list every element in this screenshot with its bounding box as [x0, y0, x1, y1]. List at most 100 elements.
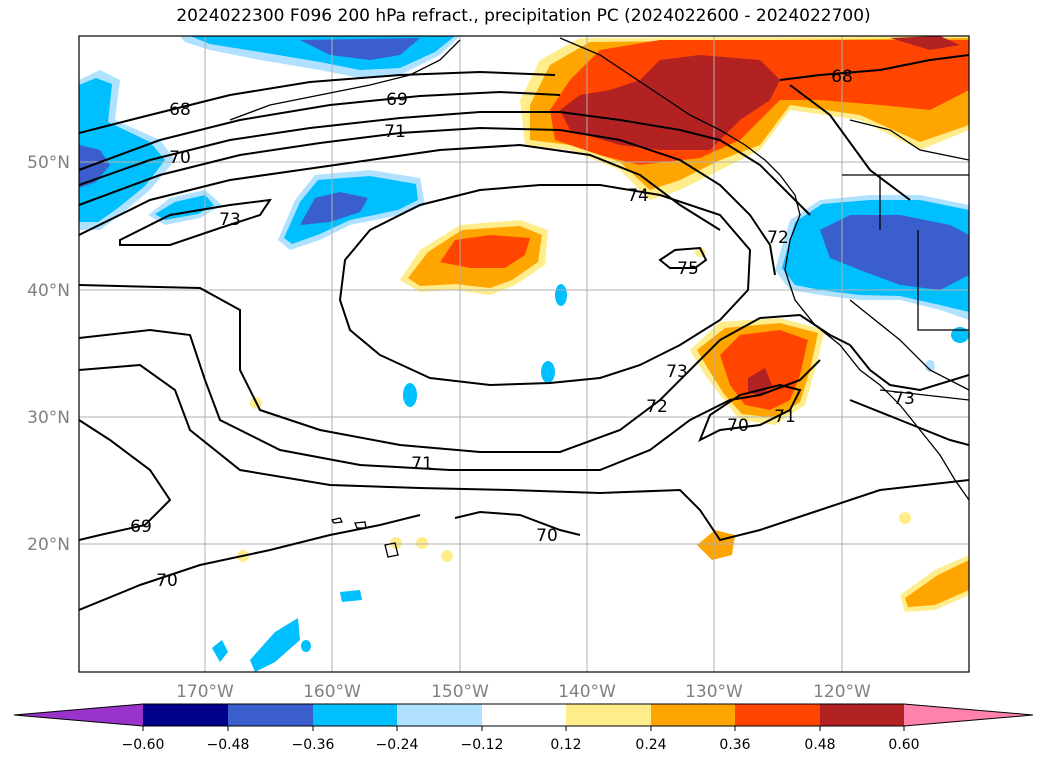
refractivity-contours — [79, 54, 969, 611]
precip-positive-central — [440, 235, 530, 268]
precip-positive-spot — [697, 530, 735, 560]
colorbar-ticks — [142, 726, 905, 731]
contour-label: 72 — [646, 397, 668, 417]
map-background — [79, 36, 969, 672]
colorbar-segment — [397, 704, 482, 726]
colorbar-label: −0.12 — [461, 737, 504, 753]
colorbar-label: −0.36 — [292, 737, 335, 753]
colorbar: −0.60 −0.48 −0.36 −0.24 −0.12 0.12 0.24 … — [13, 703, 1034, 753]
contour-label: 71 — [411, 454, 433, 474]
contour-68 — [79, 70, 556, 134]
precip-negative-north — [300, 38, 420, 60]
precip-positive-spot — [899, 512, 911, 524]
contour-69 — [79, 419, 172, 541]
precip-negative-northwest — [79, 78, 165, 222]
contour-68 — [779, 54, 969, 81]
precip-positive-spot — [441, 550, 453, 562]
contour-label: 71 — [774, 407, 796, 427]
precip-negative-northwest — [79, 145, 110, 188]
contour-labels: 68 69 70 71 73 74 75 72 73 72 71 70 71 6… — [130, 67, 915, 591]
precip-positive-spot — [390, 537, 402, 549]
colorbar-segment — [820, 704, 904, 726]
map-area: 68 69 70 71 73 74 75 72 73 72 71 70 71 6… — [79, 36, 969, 672]
precip-negative-spot — [403, 383, 417, 407]
lon-label: 150°W — [431, 682, 489, 702]
contour-74 — [79, 143, 721, 236]
contour-label: 73 — [666, 362, 688, 382]
colorbar-label: 0.60 — [888, 737, 919, 753]
contour-70 — [454, 510, 581, 536]
lat-label: 20°N — [27, 535, 70, 555]
contour-73 — [79, 328, 821, 471]
precip-negative-spot — [340, 590, 362, 602]
contour-70 — [79, 111, 811, 216]
contour-69 — [79, 90, 561, 171]
longitude-labels: 170°W 160°W 150°W 140°W 130°W 120°W — [176, 682, 871, 702]
colorbar-label: −0.24 — [376, 737, 419, 753]
contour-71 — [79, 126, 776, 276]
contour-75 — [658, 246, 708, 269]
contour-label: 72 — [767, 228, 789, 248]
colorbar-label: −0.60 — [122, 737, 165, 753]
colorbar-segment — [143, 704, 228, 726]
contour-southeast — [849, 399, 969, 446]
contour-73 — [119, 198, 273, 246]
colorbar-label: 0.36 — [719, 737, 750, 753]
map-title: 2024022300 F096 200 hPa refract., precip… — [176, 6, 871, 26]
contour-label: 69 — [386, 90, 408, 110]
contour-label: 74 — [627, 186, 649, 206]
colorbar-label: 0.48 — [804, 737, 835, 753]
colorbar-segment — [566, 704, 651, 726]
precip-negative-spot — [212, 640, 228, 662]
lon-label: 170°W — [176, 682, 234, 702]
latitude-labels: 50°N 40°N 30°N 20°N — [27, 153, 70, 555]
contour-label: 75 — [677, 259, 699, 279]
contour-68 — [789, 84, 911, 201]
precip-negative-spot — [301, 640, 311, 652]
contour-71 — [849, 344, 969, 392]
contour-label: 73 — [219, 210, 241, 230]
contour-label: 69 — [130, 517, 152, 537]
colorbar-segment — [228, 704, 313, 726]
colorbar-segment — [651, 704, 735, 726]
precip-negative-spot — [555, 284, 567, 306]
precip-positive-northeast — [890, 36, 960, 50]
colorbar-segment — [313, 704, 397, 726]
precip-negative-spot — [951, 327, 969, 343]
precip-negative-west — [155, 195, 214, 220]
colorbar-label: −0.48 — [207, 737, 250, 753]
precip-negative-coast — [820, 215, 969, 290]
colorbar-segment — [735, 704, 820, 726]
contour-inner-loop — [338, 184, 752, 387]
colorbar-segment — [14, 704, 143, 726]
precip-negative-spot — [541, 361, 555, 383]
contour-label: 70 — [536, 526, 558, 546]
colorbar-label: 0.24 — [635, 737, 666, 753]
contour-label: 68 — [169, 100, 191, 120]
contour-label: 73 — [893, 389, 915, 409]
contour-label: 70 — [169, 148, 191, 168]
lon-label: 130°W — [685, 682, 743, 702]
precip-negative-spot — [925, 360, 935, 372]
lat-label: 30°N — [27, 408, 70, 428]
colorbar-segment — [482, 704, 566, 726]
lat-label: 50°N — [27, 153, 70, 173]
lat-label: 40°N — [27, 281, 70, 301]
coastlines — [229, 37, 969, 558]
precip-negative-spot — [250, 618, 300, 672]
colorbar-segment — [904, 704, 1033, 726]
contour-70 — [698, 383, 802, 443]
map-frame — [78, 35, 970, 673]
precip-positive-southeast — [905, 560, 969, 607]
precip-positive-spot — [416, 537, 428, 549]
contour-72 — [79, 284, 851, 453]
colorbar-label: 0.12 — [550, 737, 581, 753]
precip-positive-northeast — [560, 55, 780, 150]
contour-70 — [79, 514, 421, 611]
contour-label: 68 — [831, 67, 853, 87]
lon-label: 120°W — [813, 682, 871, 702]
contour-71 — [79, 363, 969, 542]
lon-label: 140°W — [558, 682, 616, 702]
contour-label: 70 — [156, 571, 178, 591]
